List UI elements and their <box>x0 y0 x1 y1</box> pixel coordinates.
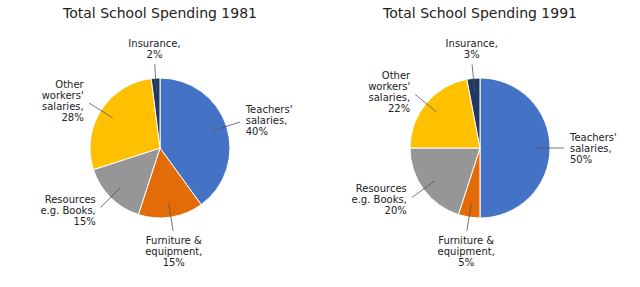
label-line: Resources <box>45 194 96 205</box>
label-line: equipment, <box>145 246 202 257</box>
label-line: 40% <box>246 126 268 137</box>
slice-label: Resourcese.g. Books,15% <box>40 194 95 227</box>
leader-line <box>169 203 173 231</box>
label-line: Furniture & <box>438 235 494 246</box>
label-line: 50% <box>570 154 592 165</box>
label-line: 15% <box>163 257 185 268</box>
label-line: workers' <box>368 81 410 92</box>
chart-title: Total School Spending 1981 <box>62 5 257 21</box>
pie-slice <box>151 78 160 148</box>
leader-line <box>89 103 113 118</box>
label-line: salaries, <box>570 143 612 154</box>
label-line: salaries, <box>369 92 411 103</box>
leader-line <box>415 94 437 112</box>
labels: Teachers'salaries,40%Furniture &equipmen… <box>40 38 292 268</box>
slice-label: Furniture &equipment,5% <box>438 235 495 268</box>
leader-line <box>472 64 475 92</box>
label-line: Other <box>382 70 411 81</box>
slice-label: Insurance,2% <box>128 38 180 60</box>
label-line: salaries, <box>42 101 84 112</box>
slice-label: Furniture &equipment,15% <box>145 235 202 268</box>
label-line: 2% <box>147 49 163 60</box>
pie-panel: Total School Spending 1991Teachers'salar… <box>351 5 616 268</box>
label-line: Other <box>55 79 84 90</box>
label-line: Teachers' <box>245 104 293 115</box>
leader-line <box>467 203 471 231</box>
pie <box>410 78 550 218</box>
label-line: 22% <box>388 103 410 114</box>
pie-slice <box>90 79 160 170</box>
chart-root: Total School Spending 1981Teachers'salar… <box>0 0 640 287</box>
label-line: salaries, <box>246 115 288 126</box>
leader-line <box>213 122 240 131</box>
leader-line <box>155 64 157 92</box>
label-line: equipment, <box>438 246 495 257</box>
slice-label: Insurance,3% <box>446 38 498 60</box>
slice-label: Otherworkers'salaries,22% <box>368 70 411 114</box>
label-line: 5% <box>458 257 474 268</box>
label-line: e.g. Books, <box>40 205 95 216</box>
label-line: Furniture & <box>146 235 202 246</box>
leader-line <box>101 188 121 208</box>
label-line: 28% <box>61 112 83 123</box>
labels: Teachers'salaries,50%Furniture &equipmen… <box>351 38 616 268</box>
chart-title: Total School Spending 1991 <box>382 5 577 21</box>
label-line: 3% <box>464 49 480 60</box>
label-line: Insurance, <box>446 38 498 49</box>
label-line: Insurance, <box>128 38 180 49</box>
leader-line <box>536 148 564 149</box>
slice-label: Teachers'salaries,50% <box>569 132 617 165</box>
label-line: Resources <box>356 183 407 194</box>
label-line: 20% <box>385 205 407 216</box>
label-line: workers' <box>42 90 84 101</box>
pie-slice <box>467 78 480 148</box>
leader-line <box>412 181 435 197</box>
label-line: e.g. Books, <box>351 194 406 205</box>
slice-label: Teachers'salaries,40% <box>245 104 293 137</box>
pie-panel: Total School Spending 1981Teachers'salar… <box>40 5 292 268</box>
slice-label: Otherworkers'salaries,28% <box>42 79 85 123</box>
pie <box>90 78 230 218</box>
slice-label: Resourcese.g. Books,20% <box>351 183 406 216</box>
label-line: Teachers' <box>569 132 617 143</box>
pie-slice <box>410 148 480 215</box>
label-line: 15% <box>74 216 96 227</box>
